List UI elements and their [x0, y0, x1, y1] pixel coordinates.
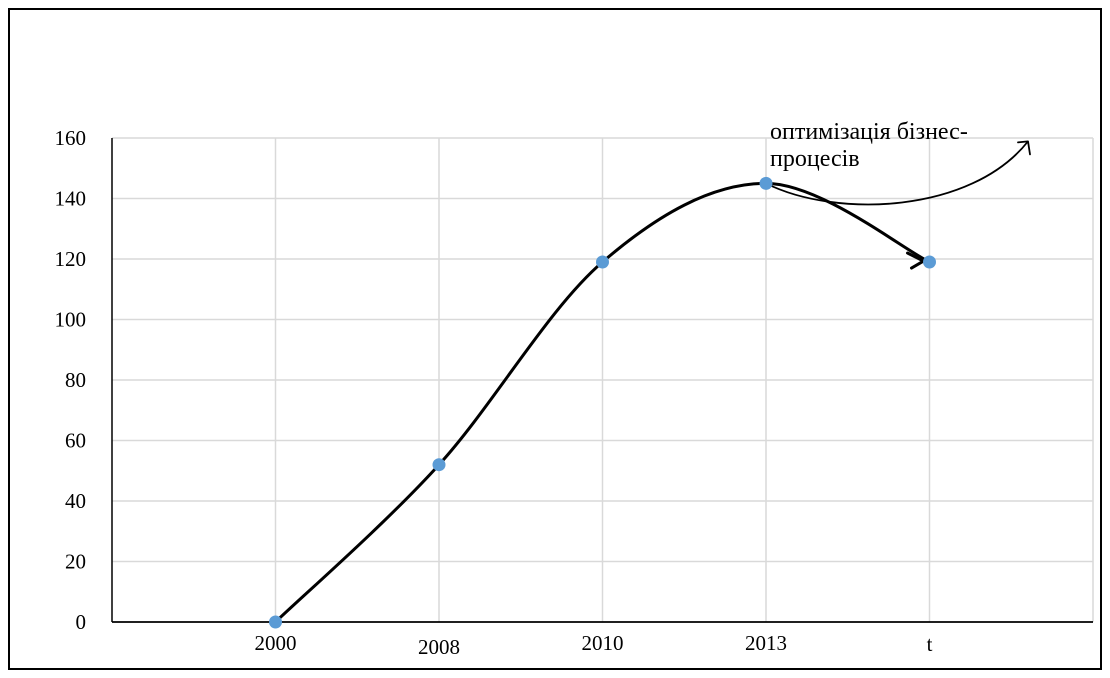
y-tick-label-140: 140	[55, 187, 87, 211]
x-tick-labels: 2000 2008 2010 2013 t	[255, 631, 933, 659]
annotation-text-line2: процесів	[770, 146, 860, 172]
annotation-text-line1: оптимізація бізнес-	[770, 119, 968, 145]
y-tick-label-20: 20	[65, 550, 86, 574]
chart-frame	[8, 8, 1102, 670]
y-tick-label-0: 0	[76, 610, 87, 634]
y-tick-labels: 0 20 40 60 80 100 120 140 160	[55, 126, 87, 634]
y-tick-label-160: 160	[55, 126, 87, 150]
annotation-arrowhead	[1017, 140, 1031, 156]
x-tick-label-3: 2013	[745, 631, 787, 655]
data-point-2	[596, 255, 609, 269]
y-tick-label-40: 40	[65, 489, 86, 513]
series-path	[274, 181, 931, 624]
y-tick-label-80: 80	[65, 368, 86, 392]
data-point-1	[432, 458, 446, 472]
data-point-0	[269, 615, 282, 629]
x-tick-label-0: 2000	[255, 631, 297, 655]
data-markers	[269, 176, 936, 629]
y-tick-label-60: 60	[65, 429, 86, 453]
data-point-4	[923, 255, 936, 269]
x-tick-label-4: t	[927, 632, 933, 656]
annotation: оптимізація бізнес- процесів	[765, 119, 1031, 206]
grid-lines	[112, 137, 1094, 622]
y-tick-label-120: 120	[55, 247, 87, 271]
y-tick-label-100: 100	[55, 308, 87, 332]
x-tick-label-1: 2008	[418, 635, 460, 659]
annotation-arrow-curve	[765, 140, 1029, 206]
x-tick-label-2: 2010	[582, 631, 624, 655]
data-point-3	[759, 176, 773, 190]
